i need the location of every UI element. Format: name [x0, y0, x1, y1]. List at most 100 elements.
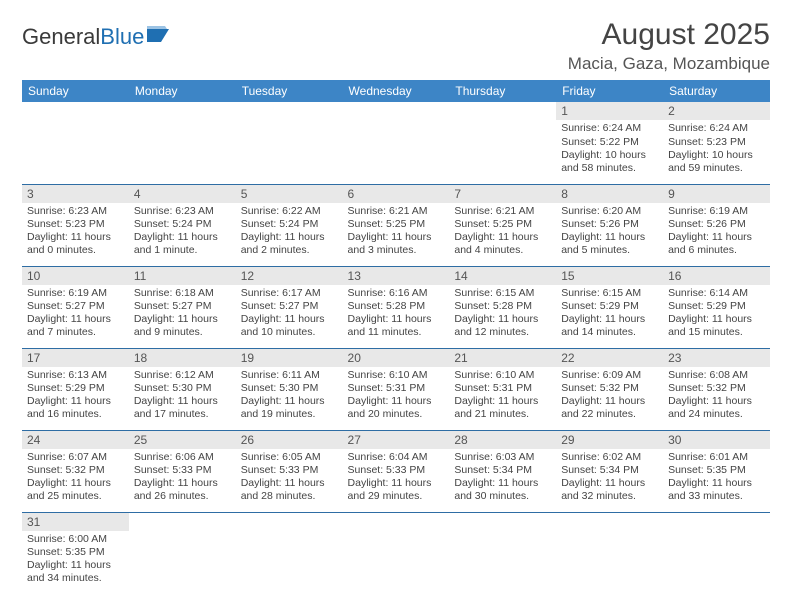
calendar-cell: 10Sunrise: 6:19 AMSunset: 5:27 PMDayligh… — [22, 266, 129, 348]
calendar-cell: 9Sunrise: 6:19 AMSunset: 5:26 PMDaylight… — [663, 184, 770, 266]
day-details: Sunrise: 6:14 AMSunset: 5:29 PMDaylight:… — [663, 285, 770, 343]
day-details: Sunrise: 6:07 AMSunset: 5:32 PMDaylight:… — [22, 449, 129, 507]
day-details: Sunrise: 6:03 AMSunset: 5:34 PMDaylight:… — [449, 449, 556, 507]
day-number: 11 — [129, 267, 236, 285]
day-number: 9 — [663, 185, 770, 203]
header: GeneralBlue August 2025 Macia, Gaza, Moz… — [22, 18, 770, 74]
calendar-cell: 7Sunrise: 6:21 AMSunset: 5:25 PMDaylight… — [449, 184, 556, 266]
calendar-cell: 15Sunrise: 6:15 AMSunset: 5:29 PMDayligh… — [556, 266, 663, 348]
day-number: 29 — [556, 431, 663, 449]
calendar-cell: 23Sunrise: 6:08 AMSunset: 5:32 PMDayligh… — [663, 348, 770, 430]
calendar-cell: 4Sunrise: 6:23 AMSunset: 5:24 PMDaylight… — [129, 184, 236, 266]
calendar-cell: 6Sunrise: 6:21 AMSunset: 5:25 PMDaylight… — [343, 184, 450, 266]
day-number: 13 — [343, 267, 450, 285]
weekday-header: Thursday — [449, 80, 556, 102]
calendar-cell: 20Sunrise: 6:10 AMSunset: 5:31 PMDayligh… — [343, 348, 450, 430]
day-number: 26 — [236, 431, 343, 449]
title-block: August 2025 Macia, Gaza, Mozambique — [568, 18, 770, 74]
calendar-cell: 2Sunrise: 6:24 AMSunset: 5:23 PMDaylight… — [663, 102, 770, 184]
day-details: Sunrise: 6:19 AMSunset: 5:26 PMDaylight:… — [663, 203, 770, 261]
day-details: Sunrise: 6:19 AMSunset: 5:27 PMDaylight:… — [22, 285, 129, 343]
calendar-cell: 8Sunrise: 6:20 AMSunset: 5:26 PMDaylight… — [556, 184, 663, 266]
calendar-row: 24Sunrise: 6:07 AMSunset: 5:32 PMDayligh… — [22, 430, 770, 512]
day-number: 15 — [556, 267, 663, 285]
day-number: 23 — [663, 349, 770, 367]
calendar-row: 17Sunrise: 6:13 AMSunset: 5:29 PMDayligh… — [22, 348, 770, 430]
day-details: Sunrise: 6:15 AMSunset: 5:28 PMDaylight:… — [449, 285, 556, 343]
calendar-cell: 1Sunrise: 6:24 AMSunset: 5:22 PMDaylight… — [556, 102, 663, 184]
calendar-cell-empty — [129, 102, 236, 184]
day-details: Sunrise: 6:12 AMSunset: 5:30 PMDaylight:… — [129, 367, 236, 425]
calendar-cell-empty — [449, 102, 556, 184]
calendar-cell-empty — [343, 102, 450, 184]
day-number: 18 — [129, 349, 236, 367]
location-text: Macia, Gaza, Mozambique — [568, 54, 770, 74]
day-number: 12 — [236, 267, 343, 285]
day-details: Sunrise: 6:09 AMSunset: 5:32 PMDaylight:… — [556, 367, 663, 425]
calendar-cell: 16Sunrise: 6:14 AMSunset: 5:29 PMDayligh… — [663, 266, 770, 348]
calendar-body: 1Sunrise: 6:24 AMSunset: 5:22 PMDaylight… — [22, 102, 770, 594]
day-details: Sunrise: 6:24 AMSunset: 5:22 PMDaylight:… — [556, 120, 663, 178]
calendar-cell: 29Sunrise: 6:02 AMSunset: 5:34 PMDayligh… — [556, 430, 663, 512]
day-details: Sunrise: 6:23 AMSunset: 5:24 PMDaylight:… — [129, 203, 236, 261]
day-details: Sunrise: 6:20 AMSunset: 5:26 PMDaylight:… — [556, 203, 663, 261]
calendar-cell: 26Sunrise: 6:05 AMSunset: 5:33 PMDayligh… — [236, 430, 343, 512]
calendar-cell: 13Sunrise: 6:16 AMSunset: 5:28 PMDayligh… — [343, 266, 450, 348]
day-number: 6 — [343, 185, 450, 203]
calendar-table: SundayMondayTuesdayWednesdayThursdayFrid… — [22, 80, 770, 594]
day-number: 22 — [556, 349, 663, 367]
month-title: August 2025 — [568, 18, 770, 52]
calendar-cell: 18Sunrise: 6:12 AMSunset: 5:30 PMDayligh… — [129, 348, 236, 430]
calendar-cell: 31Sunrise: 6:00 AMSunset: 5:35 PMDayligh… — [22, 512, 129, 594]
day-number: 2 — [663, 102, 770, 120]
day-number: 19 — [236, 349, 343, 367]
calendar-cell: 11Sunrise: 6:18 AMSunset: 5:27 PMDayligh… — [129, 266, 236, 348]
day-details: Sunrise: 6:21 AMSunset: 5:25 PMDaylight:… — [449, 203, 556, 261]
calendar-cell-empty — [449, 512, 556, 594]
calendar-cell: 5Sunrise: 6:22 AMSunset: 5:24 PMDaylight… — [236, 184, 343, 266]
brand-part2: Blue — [100, 24, 144, 50]
day-details: Sunrise: 6:04 AMSunset: 5:33 PMDaylight:… — [343, 449, 450, 507]
day-number: 7 — [449, 185, 556, 203]
weekday-header: Wednesday — [343, 80, 450, 102]
day-details: Sunrise: 6:16 AMSunset: 5:28 PMDaylight:… — [343, 285, 450, 343]
calendar-cell: 22Sunrise: 6:09 AMSunset: 5:32 PMDayligh… — [556, 348, 663, 430]
weekday-header-row: SundayMondayTuesdayWednesdayThursdayFrid… — [22, 80, 770, 102]
calendar-cell-empty — [343, 512, 450, 594]
day-number: 1 — [556, 102, 663, 120]
calendar-cell: 24Sunrise: 6:07 AMSunset: 5:32 PMDayligh… — [22, 430, 129, 512]
calendar-cell: 27Sunrise: 6:04 AMSunset: 5:33 PMDayligh… — [343, 430, 450, 512]
weekday-header: Saturday — [663, 80, 770, 102]
day-number: 28 — [449, 431, 556, 449]
day-number: 21 — [449, 349, 556, 367]
day-details: Sunrise: 6:17 AMSunset: 5:27 PMDaylight:… — [236, 285, 343, 343]
calendar-row: 3Sunrise: 6:23 AMSunset: 5:23 PMDaylight… — [22, 184, 770, 266]
calendar-cell: 28Sunrise: 6:03 AMSunset: 5:34 PMDayligh… — [449, 430, 556, 512]
day-number: 24 — [22, 431, 129, 449]
day-number: 16 — [663, 267, 770, 285]
day-number: 5 — [236, 185, 343, 203]
day-details: Sunrise: 6:02 AMSunset: 5:34 PMDaylight:… — [556, 449, 663, 507]
calendar-cell-empty — [663, 512, 770, 594]
day-details: Sunrise: 6:08 AMSunset: 5:32 PMDaylight:… — [663, 367, 770, 425]
day-number: 14 — [449, 267, 556, 285]
calendar-row: 31Sunrise: 6:00 AMSunset: 5:35 PMDayligh… — [22, 512, 770, 594]
day-number: 17 — [22, 349, 129, 367]
calendar-cell-empty — [236, 102, 343, 184]
calendar-cell: 30Sunrise: 6:01 AMSunset: 5:35 PMDayligh… — [663, 430, 770, 512]
day-number: 8 — [556, 185, 663, 203]
weekday-header: Friday — [556, 80, 663, 102]
calendar-cell: 19Sunrise: 6:11 AMSunset: 5:30 PMDayligh… — [236, 348, 343, 430]
day-details: Sunrise: 6:21 AMSunset: 5:25 PMDaylight:… — [343, 203, 450, 261]
day-details: Sunrise: 6:05 AMSunset: 5:33 PMDaylight:… — [236, 449, 343, 507]
flag-icon — [147, 24, 173, 50]
day-number: 20 — [343, 349, 450, 367]
day-details: Sunrise: 6:00 AMSunset: 5:35 PMDaylight:… — [22, 531, 129, 589]
day-number: 31 — [22, 513, 129, 531]
day-details: Sunrise: 6:15 AMSunset: 5:29 PMDaylight:… — [556, 285, 663, 343]
day-number: 10 — [22, 267, 129, 285]
calendar-row: 10Sunrise: 6:19 AMSunset: 5:27 PMDayligh… — [22, 266, 770, 348]
calendar-cell-empty — [22, 102, 129, 184]
brand-part1: General — [22, 24, 100, 50]
day-number: 25 — [129, 431, 236, 449]
